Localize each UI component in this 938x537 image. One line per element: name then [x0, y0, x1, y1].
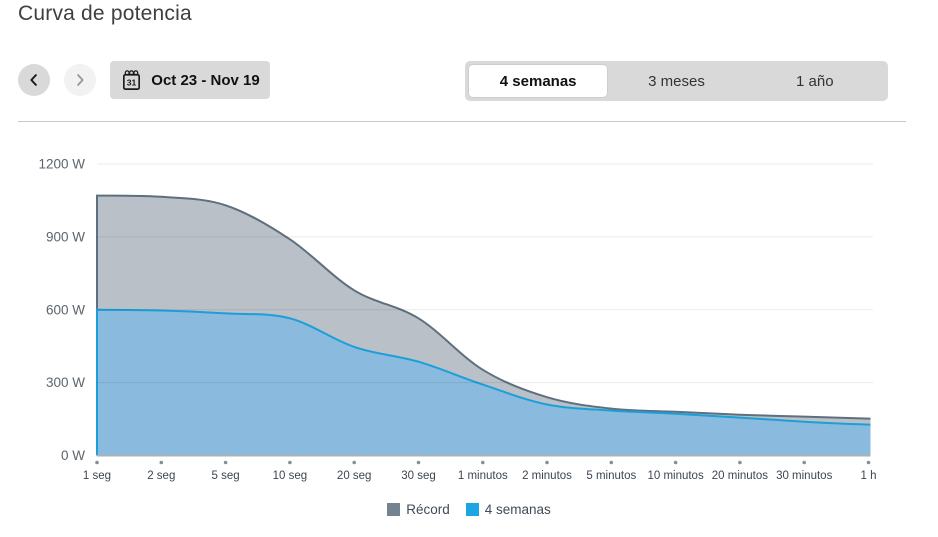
- legend-label: Récord: [406, 502, 450, 517]
- x-tick-dot: [352, 460, 357, 465]
- x-axis-label: 1 minutos: [458, 470, 508, 482]
- x-tick-dot: [416, 460, 421, 465]
- x-axis-label: 30 seg: [401, 470, 436, 482]
- x-axis-label: 10 seg: [273, 470, 308, 482]
- legend-swatch-4-semanas: [465, 503, 479, 516]
- y-axis-label: 0 W: [61, 448, 85, 463]
- x-axis-label: 1 seg: [83, 470, 111, 482]
- x-axis-label: 2 seg: [147, 470, 175, 482]
- x-tick-dot: [866, 460, 871, 465]
- x-tick-dot: [223, 460, 228, 465]
- legend-item-4-semanas: 4 semanas: [465, 502, 551, 517]
- tab-1-ano[interactable]: 1 año: [746, 65, 884, 97]
- x-tick-dot: [738, 460, 742, 465]
- tab-3-meses[interactable]: 3 meses: [607, 65, 745, 97]
- y-axis-label: 600 W: [46, 302, 85, 317]
- x-tick-dot: [545, 460, 549, 465]
- period-tabs: 4 semanas 3 meses 1 año: [465, 61, 888, 101]
- x-tick-dot: [95, 460, 99, 465]
- legend-item-record: Récord: [387, 502, 450, 517]
- tab-4-semanas[interactable]: 4 semanas: [469, 65, 608, 97]
- y-axis-label: 1200 W: [38, 157, 85, 172]
- y-axis-label: 900 W: [46, 229, 85, 244]
- header-divider: [18, 121, 906, 122]
- x-tick-dot: [288, 460, 292, 465]
- x-axis-label: 2 minutos: [522, 470, 572, 482]
- area-4-semanas: [97, 309, 871, 456]
- date-range-label: Oct 23 - Nov 19: [151, 71, 260, 89]
- x-tick-dot: [802, 460, 806, 465]
- x-axis-label: 1 h: [861, 470, 877, 482]
- x-axis-label: 20 seg: [337, 470, 372, 482]
- x-axis-label: 20 minutos: [712, 470, 769, 482]
- legend-swatch-record: [387, 503, 401, 516]
- x-tick-dot: [673, 460, 678, 465]
- page-title: Curva de potencia: [18, 2, 192, 25]
- x-tick-dot: [609, 460, 614, 465]
- calendar-icon: 31: [123, 69, 141, 90]
- legend-label: 4 semanas: [484, 502, 551, 517]
- x-axis-label: 10 minutos: [647, 470, 704, 482]
- line-4-semanas: [96, 308, 871, 456]
- line-record: [96, 194, 871, 456]
- y-axis-label: 300 W: [46, 375, 85, 390]
- x-tick-dot: [159, 460, 164, 465]
- x-axis-label: 30 minutos: [776, 470, 833, 482]
- x-tick-dot: [481, 460, 485, 465]
- previous-period-button[interactable]: [18, 64, 50, 96]
- date-range-button[interactable]: 31 Oct 23 - Nov 19: [110, 61, 270, 99]
- calendar-day-number: 31: [127, 77, 137, 87]
- x-axis-label: 5 seg: [212, 470, 240, 482]
- chart-legend: Récord 4 semanas: [0, 502, 938, 517]
- chevron-left-icon: [30, 74, 37, 86]
- chevron-right-icon: [77, 74, 84, 86]
- x-axis-label: 5 minutos: [586, 470, 636, 482]
- next-period-button[interactable]: [64, 64, 96, 96]
